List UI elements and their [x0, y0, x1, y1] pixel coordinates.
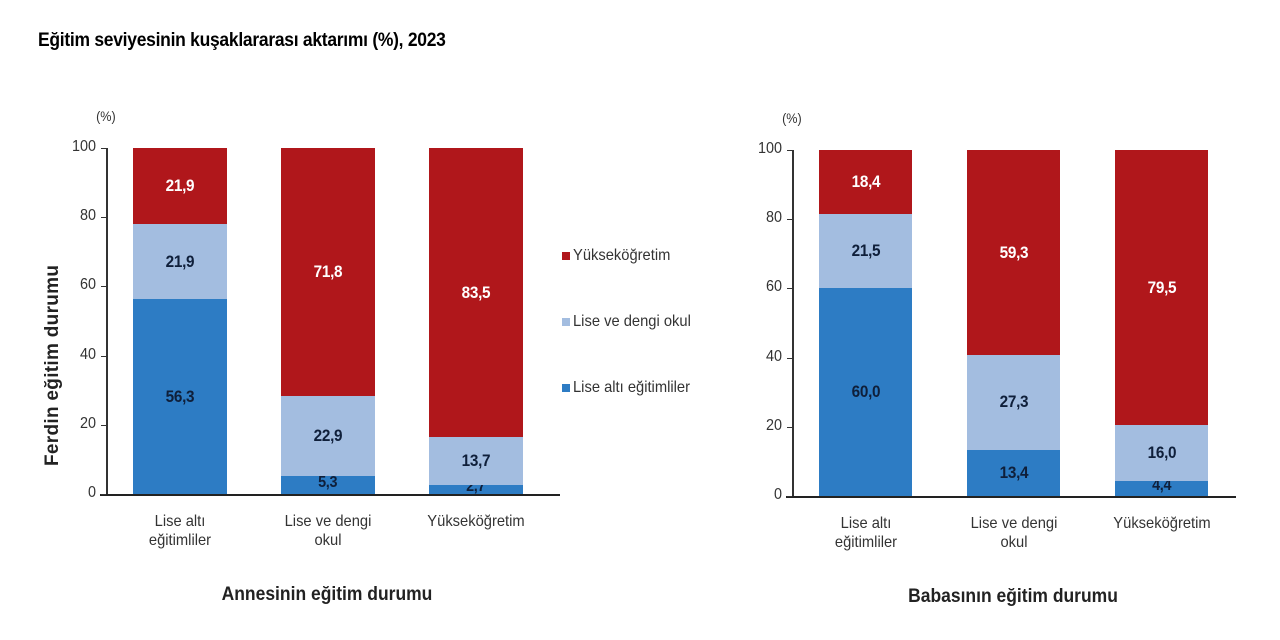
legend: Yükseköğretim Lise ve dengi okul Lise al… [562, 246, 701, 444]
y-tick-label: 0 [773, 486, 782, 503]
data-label: 5,3 [318, 473, 338, 491]
bar-segment: 5,3 [281, 473, 375, 494]
y-tick [787, 357, 792, 359]
y-axis-title: Ferdin eğitim durumu [42, 264, 63, 466]
data-label: 71,8 [313, 262, 343, 282]
y-tick [787, 219, 792, 221]
legend-swatch [562, 252, 570, 260]
bar-segment: 79,5 [1115, 150, 1208, 426]
data-label: 13,4 [999, 462, 1028, 482]
stacked-bar: 60,0 21,5 18,4 [819, 150, 912, 496]
category-label: Lise altı eğitimliler [801, 514, 930, 552]
category-label: Lise ve dengi okul [949, 514, 1078, 552]
unit-label: (%) [782, 110, 802, 126]
bar-segment: 21,9 [133, 148, 227, 224]
y-tick [787, 150, 792, 151]
y-tick-label: 60 [765, 278, 782, 296]
bar-segment: 4,4 [1115, 477, 1208, 496]
y-tick [787, 288, 792, 290]
bar-segment: 18,4 [819, 150, 912, 215]
bar-segment: 13,4 [967, 449, 1060, 496]
bar-segment: 83,5 [429, 148, 523, 438]
category-label: Yükseköğretim [412, 512, 541, 531]
y-tick-label: 20 [79, 414, 96, 432]
y-tick-label: 0 [87, 484, 96, 501]
data-label: 21,9 [165, 175, 195, 195]
y-axis [792, 150, 794, 496]
category-label-line: okul [314, 532, 342, 549]
category-label-line: eğitimliler [834, 534, 897, 551]
data-label: 56,3 [165, 386, 195, 406]
bar-segment: 59,3 [967, 150, 1060, 356]
category-label-line: Lise ve dengi [970, 515, 1057, 532]
y-axis [106, 148, 108, 494]
bar-segment: 60,0 [819, 288, 912, 496]
category-label-line: Lise altı [840, 515, 891, 532]
legend-swatch [562, 318, 570, 326]
data-label: 16,0 [1147, 443, 1176, 463]
y-tick [101, 424, 106, 426]
data-label: 79,5 [1147, 277, 1176, 297]
category-label: Yükseköğretim [1097, 514, 1226, 533]
y-tick-label: 40 [79, 345, 96, 363]
chart-title: Eğitim seviyesinin kuşaklararası aktarım… [38, 30, 446, 51]
x-axis [100, 494, 560, 496]
unit-label: (%) [96, 108, 116, 124]
x-axis-title: Babasının eğitim durumu [908, 586, 1118, 607]
y-tick-label: 40 [765, 347, 782, 365]
legend-item-lise-alti: Lise altı eğitimliler [562, 378, 701, 398]
category-label: Lise altı eğitimliler [116, 512, 245, 550]
y-tick [101, 494, 106, 495]
bar-segment: 27,3 [967, 355, 1060, 450]
data-label: 21,5 [851, 241, 880, 261]
y-tick-label: 80 [79, 207, 96, 225]
category-label-line: eğitimliler [148, 532, 212, 549]
data-label: 59,3 [999, 242, 1028, 262]
y-tick [101, 355, 106, 357]
y-tick [101, 148, 106, 149]
category-label-line: Lise ve dengi [284, 513, 372, 530]
data-label: 22,9 [313, 426, 343, 446]
category-label: Lise ve dengi okul [264, 512, 393, 550]
legend-item-lise: Lise ve dengi okul [562, 312, 701, 332]
category-label-line: Lise altı [154, 513, 206, 530]
bar-segment: 56,3 [133, 299, 227, 494]
y-tick-label: 80 [765, 209, 782, 227]
y-tick-label: 100 [71, 138, 96, 155]
data-label: 13,7 [461, 450, 491, 470]
x-axis [786, 496, 1236, 498]
bar-segment: 16,0 [1115, 425, 1208, 481]
y-tick [787, 496, 792, 497]
y-tick-label: 100 [757, 140, 782, 157]
category-label-line: okul [999, 534, 1027, 551]
data-label: 60,0 [851, 382, 880, 402]
y-tick-label: 20 [765, 416, 782, 434]
y-tick [101, 286, 106, 288]
bar-segment: 71,8 [281, 148, 375, 397]
stacked-bar: 5,3 22,9 71,8 [281, 148, 375, 494]
x-axis-title: Annesinin eğitim durumu [221, 584, 433, 605]
bar-segment: 13,7 [429, 437, 523, 485]
stacked-bar: 56,3 21,9 21,9 [133, 148, 227, 494]
data-label: 4,4 [1151, 477, 1172, 495]
legend-item-yuksekogretim: Yükseköğretim [562, 246, 701, 266]
y-tick-label: 60 [79, 276, 96, 294]
bar-segment: 22,9 [281, 396, 375, 476]
category-label-line: Yükseköğretim [427, 513, 525, 530]
y-tick [101, 217, 106, 219]
data-label: 18,4 [851, 172, 880, 192]
legend-swatch [562, 384, 570, 392]
y-tick [787, 426, 792, 428]
stacked-bar: 2,7 13,7 83,5 [429, 148, 523, 495]
data-label: 83,5 [461, 282, 491, 302]
stacked-bar: 13,4 27,3 59,3 [967, 150, 1060, 496]
bar-segment: 21,9 [133, 223, 227, 300]
stacked-bar: 4,4 16,0 79,5 [1115, 150, 1208, 496]
category-label-line: Yükseköğretim [1112, 515, 1211, 532]
data-label: 21,9 [165, 251, 195, 271]
data-label: 27,3 [999, 392, 1028, 412]
bar-segment: 21,5 [819, 214, 912, 289]
